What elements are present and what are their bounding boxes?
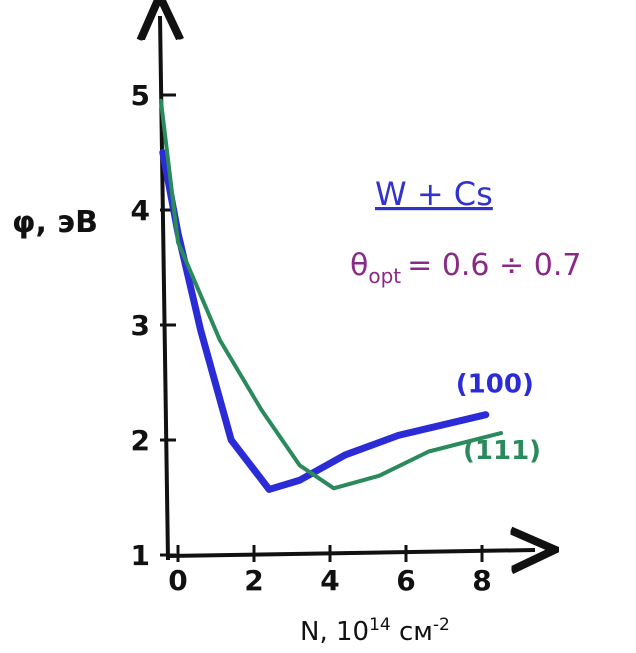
x-tick-label: 0	[168, 564, 187, 597]
series-label: (100)	[456, 370, 534, 400]
x-label-part: N, 10	[300, 617, 369, 647]
y-tick-label: 4	[131, 194, 150, 227]
series-line	[158, 98, 503, 491]
y-tick-label: 1	[131, 539, 150, 572]
y-tick-label: 2	[131, 424, 150, 457]
y-tick-label: 5	[131, 79, 150, 112]
x-axis-label: N, 1014 см-2	[300, 615, 450, 647]
annotation: W + Cs	[375, 175, 493, 213]
annotation: θopt = 0.6 ÷ 0.7	[350, 248, 581, 288]
x-tick-label: 4	[320, 564, 339, 597]
x-label-part: 14	[369, 615, 391, 635]
x-label-part: -2	[433, 615, 450, 635]
annotation-subscript: opt	[368, 264, 401, 288]
x-tick-label: 2	[244, 564, 263, 597]
series-label: (111)	[463, 436, 541, 466]
x-label-part: см	[391, 617, 433, 647]
annotation-symbol: θ	[350, 248, 368, 283]
y-axis	[160, 16, 168, 561]
x-tick-label: 6	[396, 564, 415, 597]
series-line	[159, 149, 490, 493]
annotation-text: = 0.6 ÷ 0.7	[407, 248, 581, 283]
x-tick-label: 8	[472, 564, 491, 597]
y-tick-label: 3	[131, 309, 150, 342]
x-axis	[167, 550, 535, 556]
y-axis-label: φ, эВ	[12, 205, 98, 240]
